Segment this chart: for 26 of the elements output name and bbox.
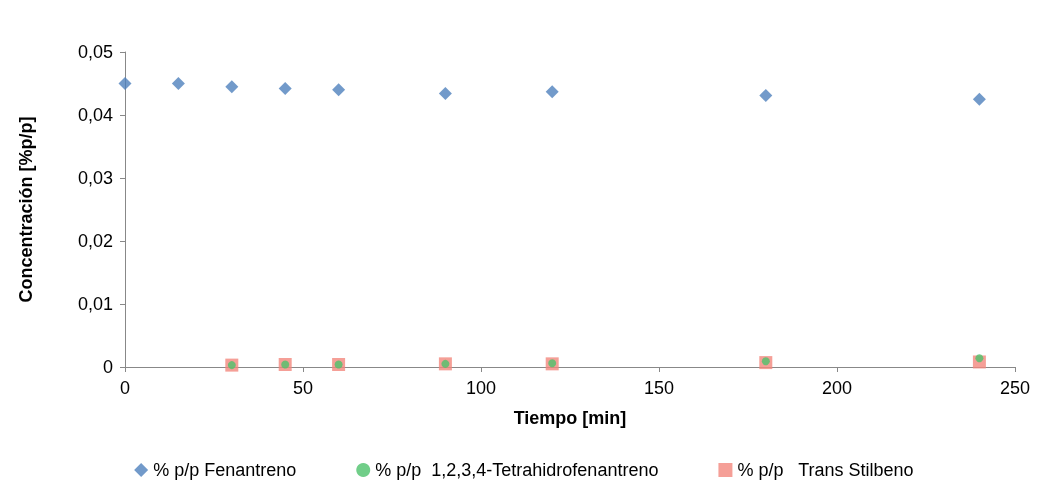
y-tick-label: 0,05 — [77, 42, 113, 62]
y-tick-label: 0 — [102, 357, 113, 377]
x-tick-label: 150 — [643, 378, 675, 398]
y-tick-label: 0,02 — [77, 231, 113, 251]
y-axis-title: Concentración [%p/p] — [16, 116, 36, 303]
x-tick-label: 200 — [821, 378, 853, 398]
point — [225, 80, 239, 94]
x-tick-label: 100 — [465, 378, 497, 398]
y-tick-label: 0,04 — [77, 105, 113, 125]
y-tick-label: 0,03 — [77, 168, 113, 188]
x-tick-label: 250 — [999, 378, 1031, 398]
point — [545, 85, 559, 99]
point — [438, 87, 452, 101]
y-tick-label: 0,01 — [77, 294, 113, 314]
legend-label: % p/p Trans Stilbeno — [737, 460, 914, 480]
legend-label: % p/p Fenantreno — [153, 460, 297, 480]
x-tick-label: 0 — [119, 378, 131, 398]
x-tick-label: 50 — [292, 378, 314, 398]
point — [759, 88, 773, 102]
point — [278, 82, 292, 96]
legend-label: % p/p 1,2,3,4-Tetrahidrofenantreno — [375, 460, 659, 480]
x-axis-title: Tiempo [min] — [513, 408, 627, 428]
point — [972, 92, 986, 106]
point — [171, 77, 185, 90]
point — [332, 83, 346, 97]
point — [118, 77, 132, 90]
